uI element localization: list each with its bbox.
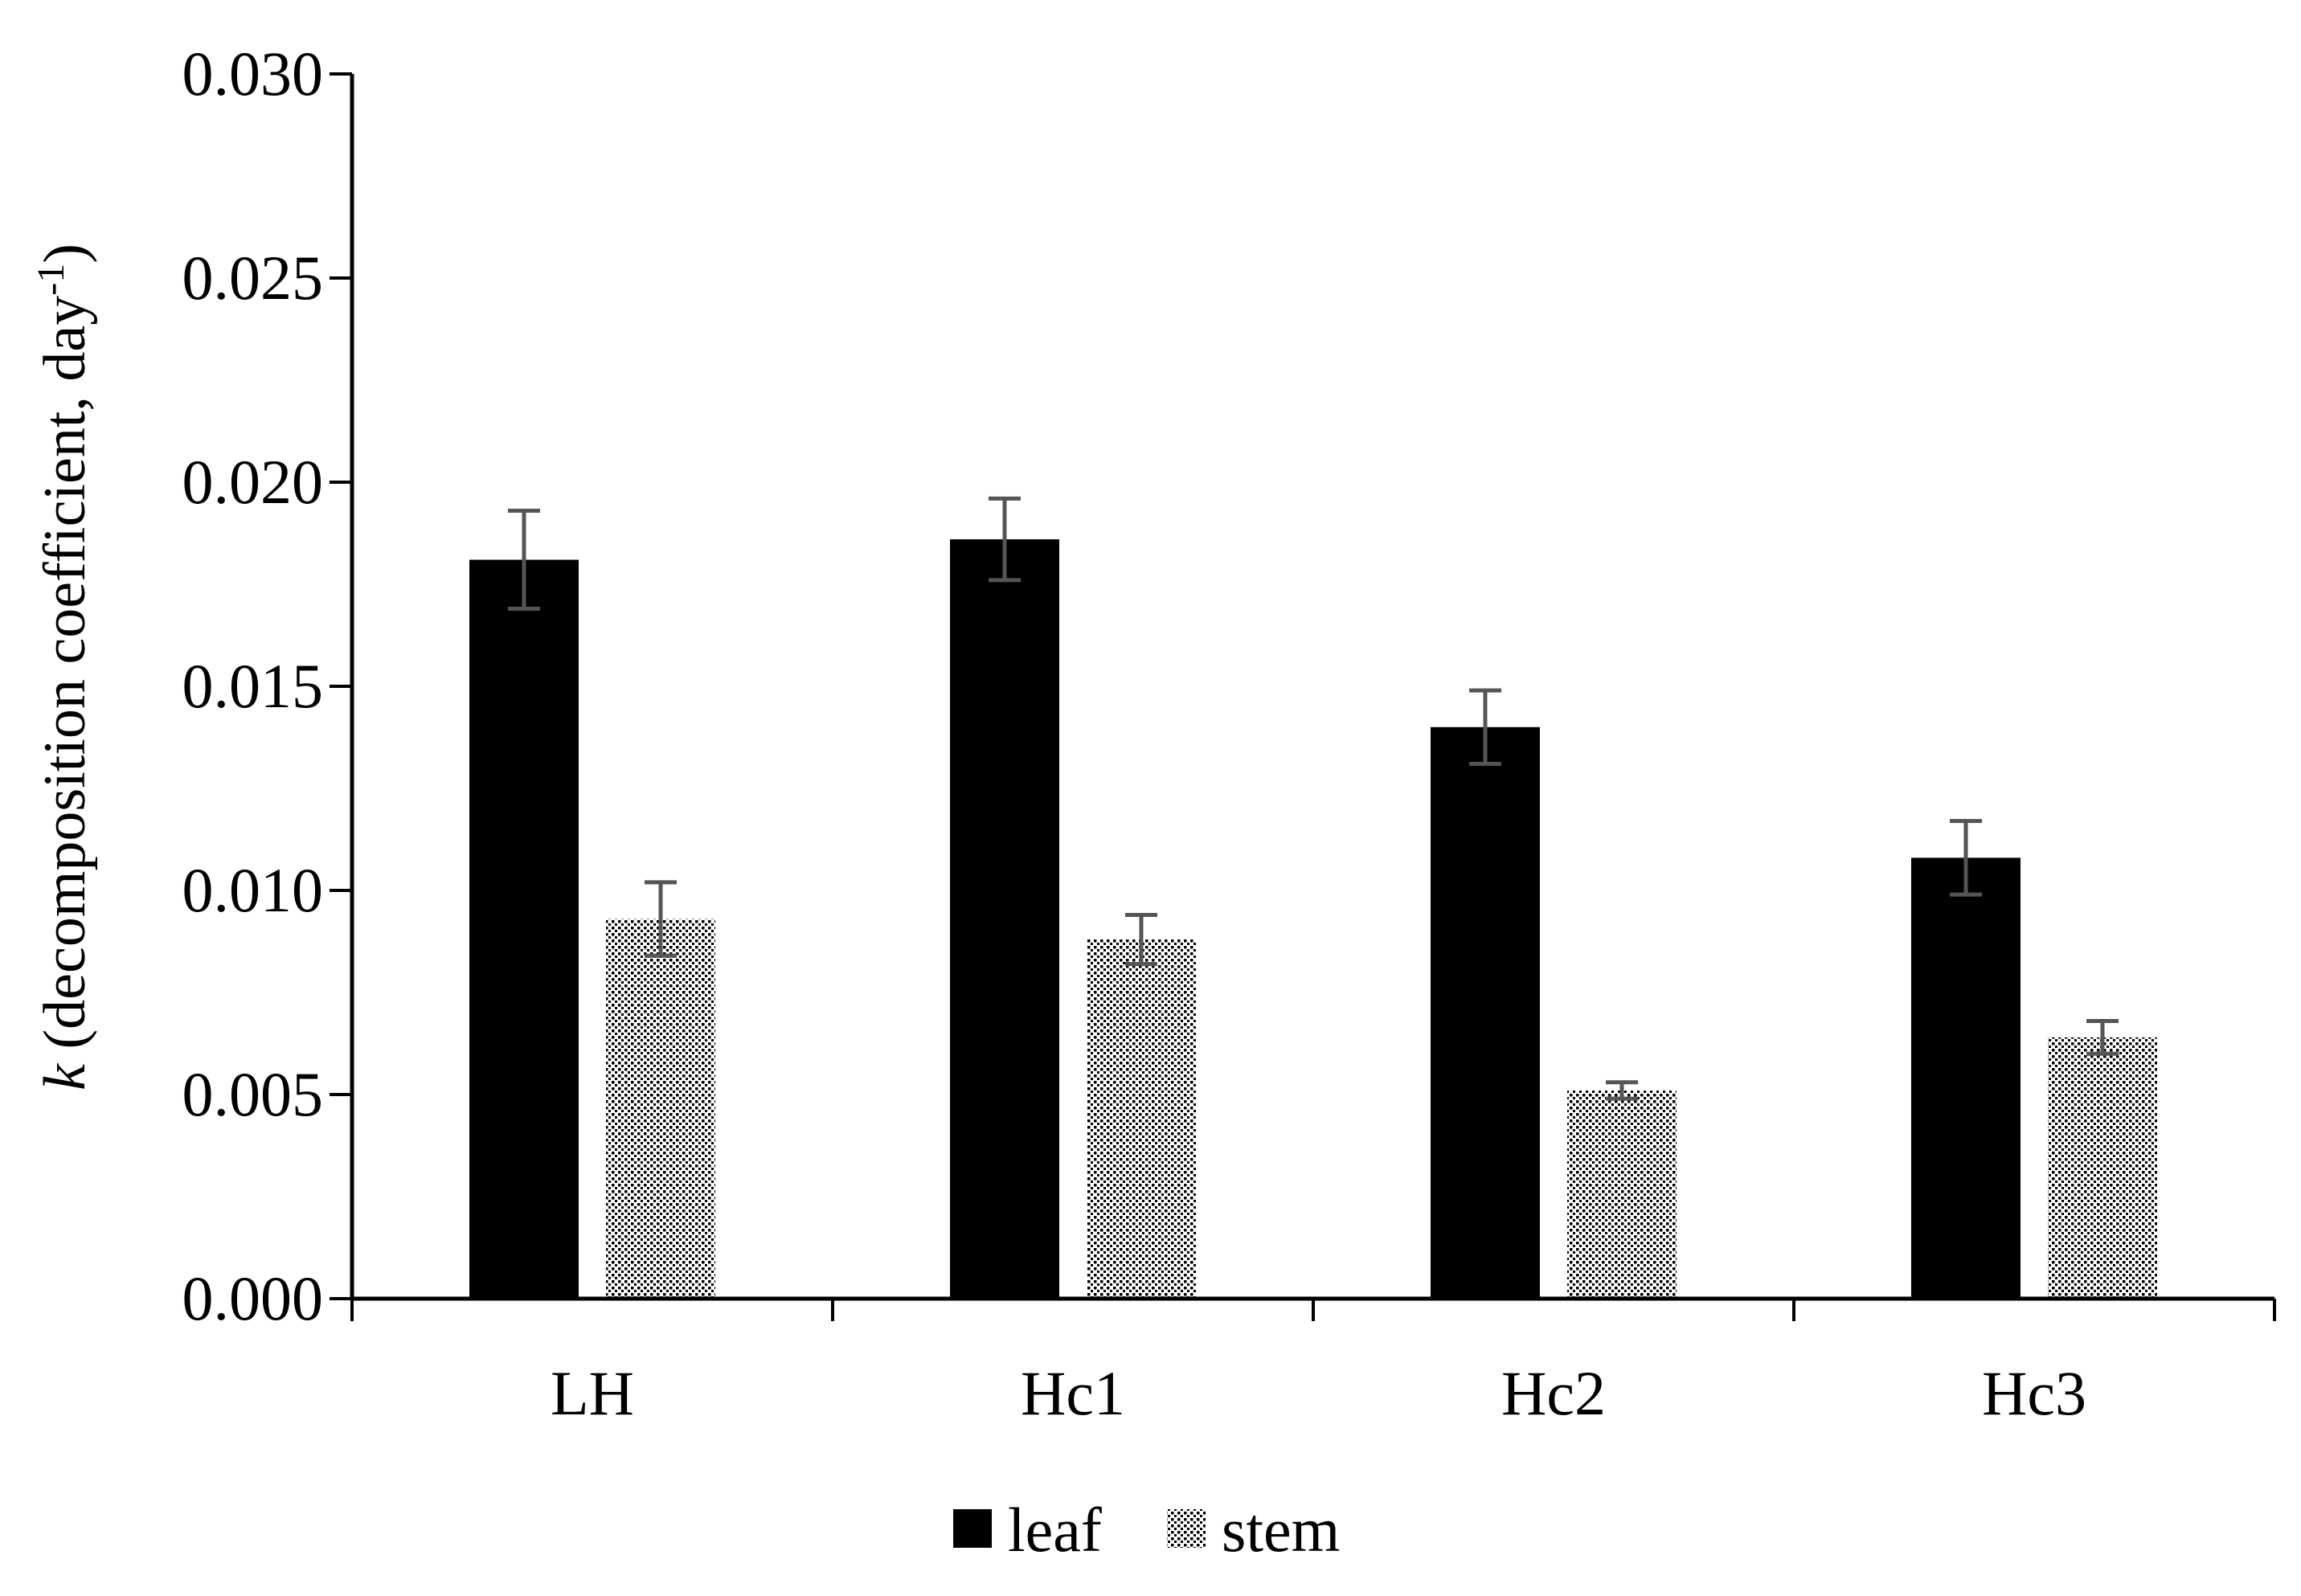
bar-leaf-Hc1 [950,539,1059,1299]
y-tick-label-6: 0.030 [182,39,324,108]
legend-label-leaf: leaf [1008,1495,1102,1565]
bar-stem-Hc1 [1087,939,1196,1299]
y-axis-title: k (decomposition coefficient, day-1) [30,243,98,1091]
y-tick-label-2: 0.010 [182,855,324,925]
bar-leaf-Hc3 [1911,857,2021,1299]
bar-stem-Hc2 [1567,1090,1677,1299]
y-tick-label-1: 0.005 [182,1059,324,1129]
x-tick-label-Hc3: Hc3 [1982,1358,2086,1428]
legend-label-stem: stem [1222,1495,1340,1565]
legend-swatch-leaf [953,1509,992,1548]
y-tick-label-3: 0.015 [182,651,324,721]
y-axis-title-close: ) [32,243,98,264]
legend-swatch-stem [1167,1509,1206,1548]
x-tick-label-LH: LH [551,1358,634,1428]
bar-leaf-Hc2 [1431,726,1540,1299]
y-tick-label-0: 0.000 [182,1263,324,1333]
plot-area: 0.000 0.005 0.010 0.015 0.020 0.025 0.030 LH Hc1… [182,39,2276,1428]
bar-leaf-LH [469,559,579,1299]
y-axis-title-italic: k [32,1063,98,1091]
x-tick-label-Hc1: Hc1 [1021,1358,1125,1428]
x-tick-label-Hc2: Hc2 [1501,1358,1606,1428]
y-axis-title-superscript: -1 [30,264,72,296]
bar-stem-LH [606,919,715,1299]
legend: leaf stem [953,1495,1340,1565]
y-tick-label-4: 0.020 [182,447,324,517]
y-tick-label-5: 0.025 [182,243,324,313]
bar-stem-Hc3 [2048,1037,2157,1299]
y-axis-title-main: (decomposition coefficient, day [32,296,98,1064]
